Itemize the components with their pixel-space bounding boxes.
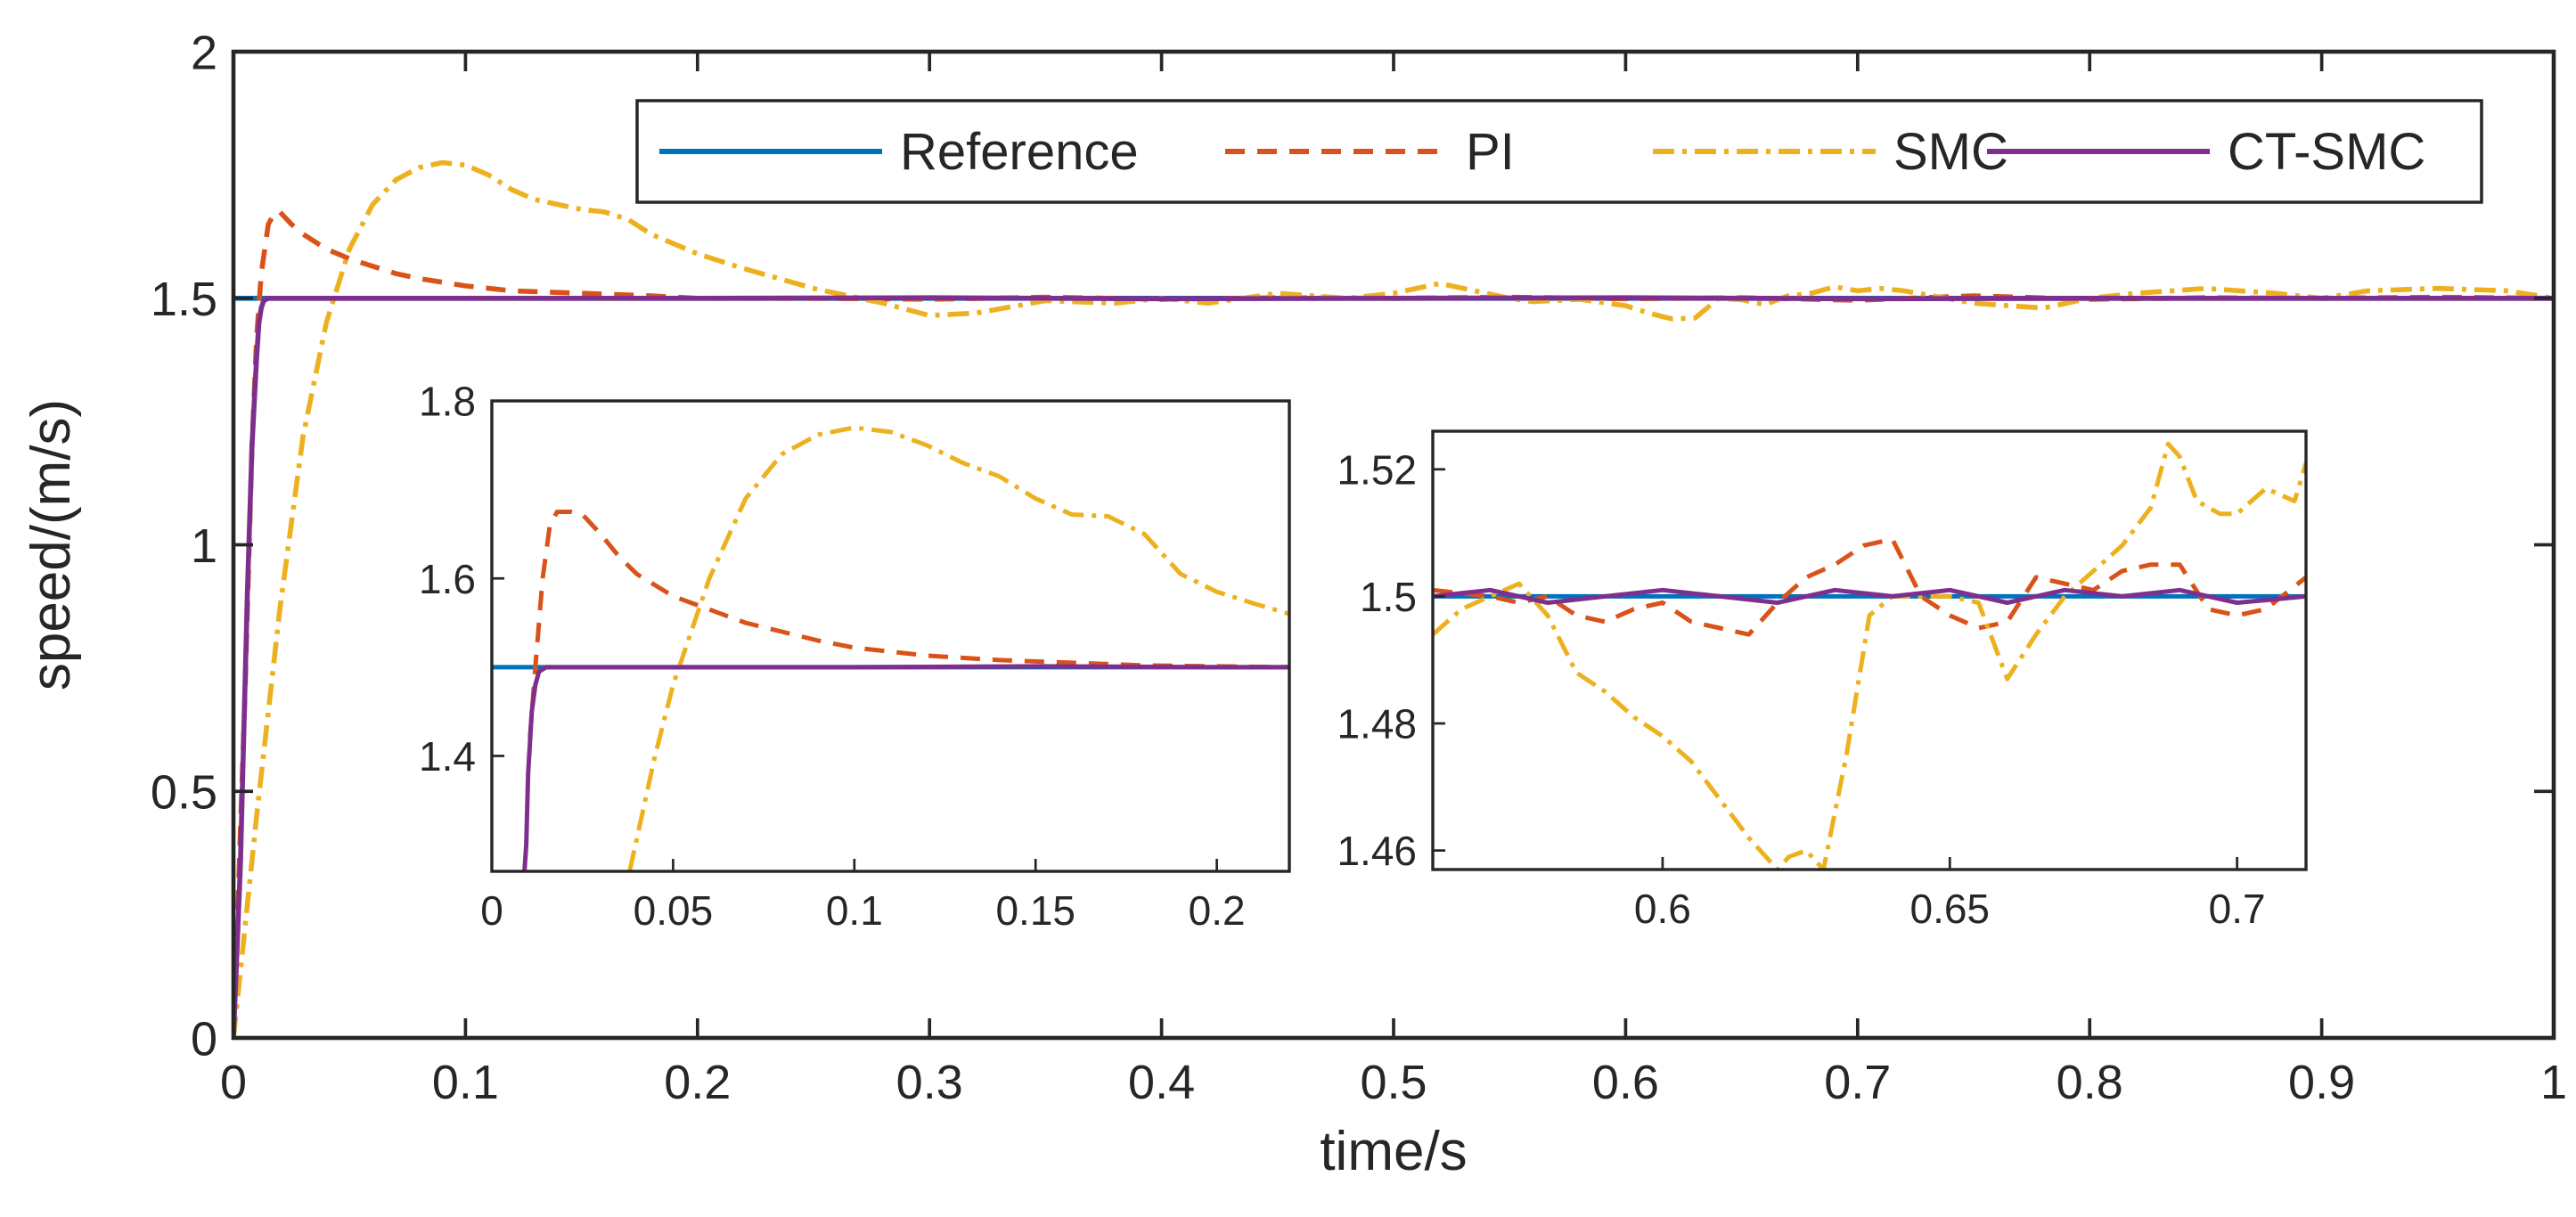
- main-x-tick-label: 0.2: [664, 1056, 731, 1109]
- inset-left-x-tick-label: 0.05: [634, 887, 714, 934]
- main-x-tick-label: 0: [220, 1056, 247, 1109]
- inset-left-series-smc-line: [627, 425, 1289, 871]
- main-x-tick-label: 0.9: [2288, 1056, 2355, 1109]
- inset-right-series-group: [1433, 441, 2306, 870]
- inset-left-x-tick-label: 0: [480, 887, 503, 934]
- inset-right-axes-box: [1431, 429, 2308, 871]
- inset-left-series-group: [492, 425, 1289, 871]
- main-series-smc-line: [233, 159, 2554, 1038]
- main-y-tick-label: 2: [191, 26, 217, 79]
- legend-label-ct-smc: CT-SMC: [2228, 123, 2425, 181]
- main-y-tick-label: 0: [191, 1012, 217, 1066]
- inset-right-y-tick-label: 1.48: [1337, 701, 1417, 747]
- inset-left-y-tick-label: 1.8: [419, 379, 476, 425]
- legend-label-reference: Reference: [900, 123, 1139, 181]
- inset-right-series-pi-line: [1433, 536, 2306, 637]
- inset-left-x-tick-label: 0.1: [826, 887, 883, 934]
- main-x-tick-label: 1: [2540, 1056, 2567, 1109]
- inset-left-series-ct-smc-line: [522, 664, 1289, 871]
- inset-right-x-tick-label: 0.6: [1634, 886, 1691, 932]
- inset-right-y-tick-label: 1.46: [1337, 828, 1417, 874]
- inset-left-x-tick-label: 0.2: [1189, 887, 1246, 934]
- inset-right-x-tick-label: 0.65: [1910, 886, 1990, 932]
- inset-right-plot-area: [1433, 431, 2306, 870]
- main-x-tick-label: 0.3: [896, 1056, 963, 1109]
- main-series-group: [233, 159, 2554, 1038]
- inset-left-axes-box: [490, 399, 1291, 873]
- inset-left-y-tick-label: 1.4: [419, 733, 476, 780]
- main-x-tick-label: 0.6: [1592, 1056, 1659, 1109]
- inset-right-y-tick-label: 1.52: [1337, 446, 1417, 493]
- inset-left-y-tick-label: 1.6: [419, 556, 476, 602]
- inset-right-y-tick-label: 1.5: [1360, 574, 1417, 620]
- inset-left-x-tick-label: 0.15: [995, 887, 1075, 934]
- chart-inset-right: 0.6 0.65 0.7 1.46 1.48 1.5 1.52: [1337, 429, 2308, 932]
- inset-right-x-tick-label: 0.7: [2209, 886, 2266, 932]
- inset-left-series-pi-line: [527, 510, 1289, 739]
- x-axis-label: time/s: [1320, 1121, 1467, 1182]
- main-x-tick-label: 0.4: [1128, 1056, 1195, 1109]
- main-series-ct-smc-line: [233, 295, 2554, 1038]
- main-y-tick-label: 1.5: [151, 273, 217, 326]
- main-x-tick-label: 0.5: [1360, 1056, 1427, 1109]
- inset-right-series-ct-smc-line: [1433, 587, 2306, 605]
- inset-right-series-smc-line: [1433, 441, 2306, 870]
- chart-inset-left: 0 0.05 0.1 0.15 0.2 1.4 1.6 1.8: [419, 379, 1291, 934]
- main-x-tick-label: 0.7: [1824, 1056, 1891, 1109]
- legend: Reference PI SMC CT-SMC: [635, 99, 2483, 204]
- inset-left-plot-area: [492, 401, 1289, 871]
- main-x-tick-label: 0.8: [2057, 1056, 2123, 1109]
- main-y-tick-label: 1: [191, 519, 217, 573]
- y-axis-label: speed/(m/s): [20, 399, 82, 690]
- main-y-tick-label: 0.5: [151, 766, 217, 820]
- main-x-tick-label: 0.1: [432, 1056, 499, 1109]
- legend-label-pi: PI: [1466, 123, 1515, 181]
